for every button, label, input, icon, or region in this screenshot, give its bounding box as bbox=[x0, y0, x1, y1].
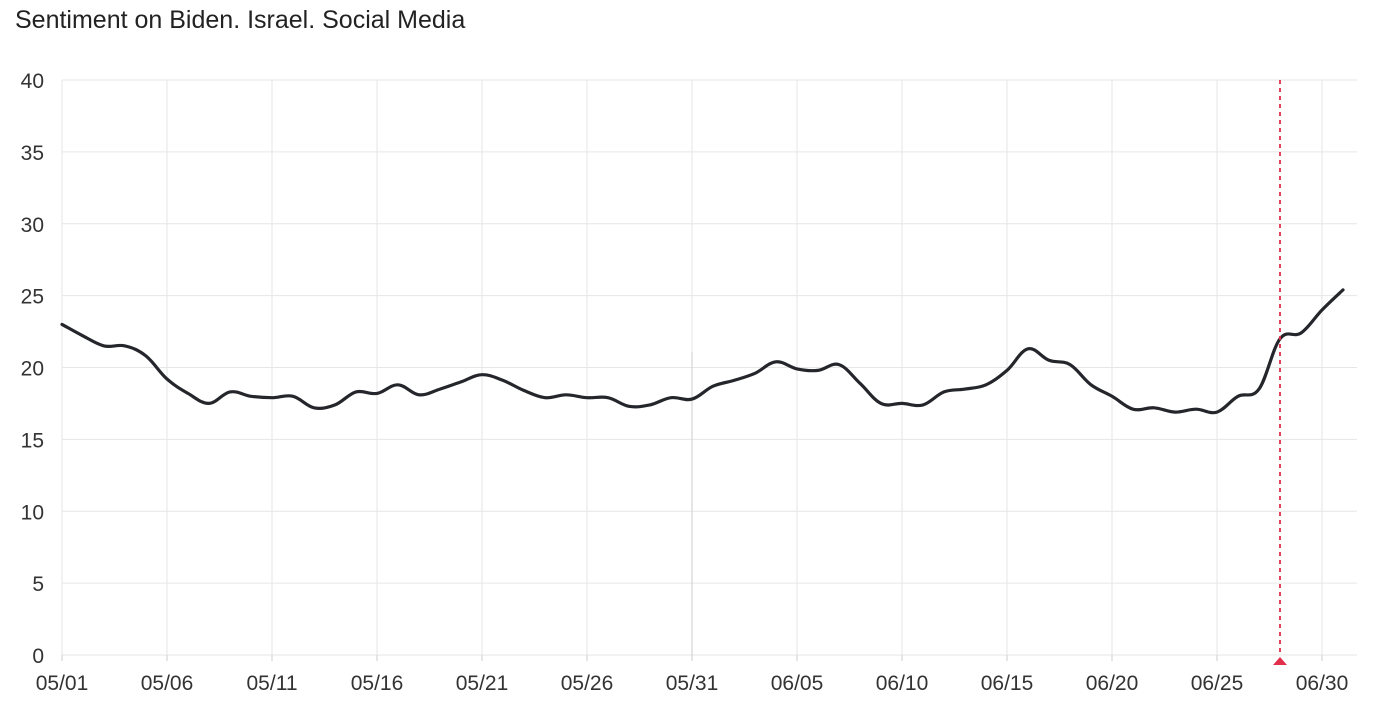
y-tick-label: 15 bbox=[21, 429, 44, 452]
y-axis-ticks: 0 5 10 15 20 25 30 35 40 bbox=[21, 70, 44, 668]
event-marker-triangle[interactable] bbox=[1273, 657, 1287, 665]
x-tick-label: 06/15 bbox=[981, 672, 1034, 695]
event-marker[interactable] bbox=[1273, 80, 1287, 665]
x-tick-label: 06/20 bbox=[1086, 672, 1139, 695]
x-axis-ticks: 05/01 05/06 05/11 05/16 05/21 05/26 05/31 06/05… bbox=[36, 672, 1349, 695]
x-tick-label: 05/21 bbox=[456, 672, 509, 695]
grid bbox=[61, 79, 1357, 661]
x-tick-label: 05/06 bbox=[141, 672, 194, 695]
y-tick-label: 30 bbox=[21, 214, 44, 237]
y-tick-label: 20 bbox=[21, 358, 44, 381]
series[interactable] bbox=[60, 288, 1345, 415]
y-tick-label: 0 bbox=[32, 645, 44, 668]
x-tick-label: 05/11 bbox=[247, 672, 298, 695]
x-tick-label: 06/25 bbox=[1191, 672, 1244, 695]
series-line[interactable] bbox=[60, 288, 1345, 415]
x-tick-label: 06/30 bbox=[1296, 672, 1349, 695]
chart-title: Sentiment on Biden. Israel. Social Media bbox=[15, 6, 466, 34]
x-tick-label: 06/10 bbox=[876, 672, 929, 695]
y-tick-label: 10 bbox=[21, 501, 44, 524]
x-tick-label: 05/26 bbox=[561, 672, 614, 695]
y-tick-label: 5 bbox=[32, 573, 44, 596]
y-tick-label: 25 bbox=[21, 286, 44, 309]
x-tick-label: 06/05 bbox=[771, 672, 824, 695]
y-tick-label: 35 bbox=[21, 142, 44, 165]
x-tick-label: 05/16 bbox=[351, 672, 404, 695]
x-tick-label: 05/31 bbox=[666, 672, 719, 695]
y-tick-label: 40 bbox=[21, 70, 44, 93]
x-tick-label: 05/01 bbox=[36, 672, 89, 695]
